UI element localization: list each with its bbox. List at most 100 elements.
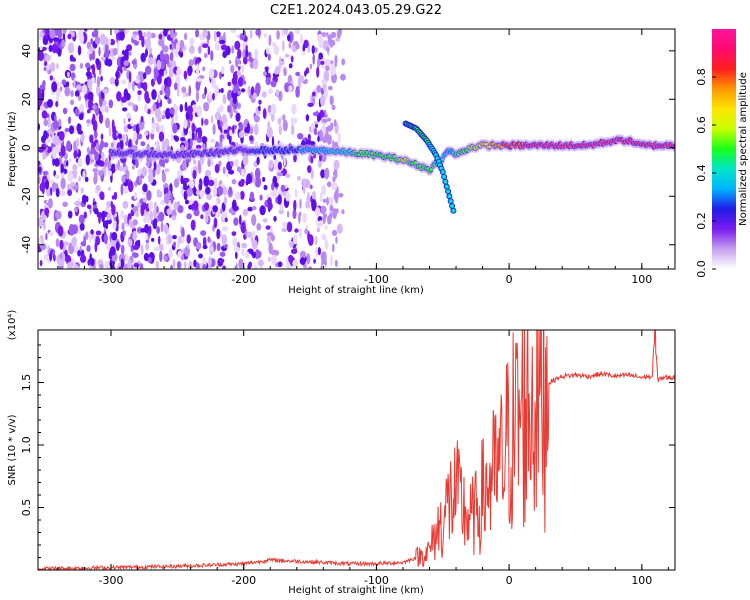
heatmap-cell	[181, 159, 187, 171]
heatmap-cell	[293, 117, 298, 124]
heatmap-cell	[188, 204, 193, 210]
heatmap-cell	[94, 170, 98, 180]
heatmap-cell	[267, 197, 272, 205]
heatmap-cell	[208, 90, 212, 100]
heatmap-cell	[52, 37, 59, 42]
heatmap-cell	[242, 154, 249, 166]
heatmap-cell	[142, 183, 148, 193]
heatmap-cell	[44, 179, 50, 190]
heatmap-cell	[104, 48, 110, 60]
heatmap-cell	[122, 133, 126, 141]
heatmap-cell	[291, 103, 297, 115]
heatmap-cell	[333, 159, 340, 170]
heatmap-cell	[80, 132, 85, 143]
heatmap-cell	[107, 165, 112, 170]
heatmap-cell	[144, 130, 149, 136]
heatmap-cell	[200, 230, 207, 237]
colorbar-tick-label: 0.4	[695, 164, 708, 182]
heatmap-cell	[42, 80, 46, 88]
heatmap-cell	[100, 195, 105, 201]
heatmap-cell	[165, 86, 171, 98]
heatmap-cell	[120, 57, 124, 68]
heatmap-cell	[123, 214, 128, 225]
heatmap-cell	[159, 60, 166, 70]
heatmap-cell	[223, 196, 228, 205]
spectrogram-ylabel: Frequency (Hz)	[7, 111, 18, 187]
heatmap-cell	[246, 122, 250, 134]
heatmap-cell	[236, 166, 241, 173]
heatmap-cell	[232, 71, 236, 83]
heatmap-cell	[209, 138, 216, 143]
heatmap-cell	[74, 200, 81, 207]
heatmap-cell	[241, 248, 245, 256]
heatmap-cell	[284, 82, 290, 93]
heatmap-cell	[128, 51, 132, 56]
heatmap-cell	[253, 115, 260, 123]
heatmap-cell	[253, 264, 258, 269]
heatmap-cell	[162, 162, 165, 168]
branch-point	[443, 179, 448, 184]
heatmap-cell	[257, 259, 264, 267]
heatmap-cell	[205, 169, 211, 178]
heatmap-cell	[127, 238, 133, 247]
heatmap-cell	[167, 234, 172, 245]
heatmap-cell	[212, 186, 217, 198]
heatmap-cell	[167, 98, 172, 105]
heatmap-cell	[208, 67, 215, 80]
heatmap-cell	[233, 246, 240, 253]
heatmap-cell	[265, 76, 271, 86]
heatmap-cell	[62, 29, 67, 34]
heatmap-cell	[267, 53, 271, 61]
heatmap-cell	[222, 265, 226, 269]
heatmap-cell	[217, 186, 224, 196]
heatmap-cell	[42, 38, 49, 46]
heatmap-cell	[261, 91, 267, 98]
heatmap-cell	[283, 68, 287, 77]
heatmap-cell	[147, 57, 154, 65]
heatmap-cell	[150, 32, 156, 39]
heatmap-cell	[78, 113, 84, 121]
heatmap-cell	[232, 94, 238, 104]
heatmap-cell	[176, 261, 181, 269]
heatmap-cell	[331, 39, 336, 47]
heatmap-cell	[231, 45, 235, 54]
heatmap-cell	[151, 237, 155, 242]
heatmap-cell	[109, 246, 116, 256]
heatmap-cell	[108, 125, 112, 137]
heatmap-cell	[213, 177, 218, 189]
heatmap-cell	[240, 221, 246, 234]
heatmap-cell	[341, 209, 345, 215]
heatmap-cell	[109, 38, 116, 46]
heatmap-cell	[150, 128, 155, 135]
heatmap-cell	[154, 57, 157, 68]
heatmap-cell	[206, 193, 213, 201]
heatmap-cell	[231, 125, 235, 134]
heatmap-cell	[206, 38, 209, 46]
heatmap-cell	[214, 41, 221, 52]
heatmap-cell	[231, 179, 237, 185]
heatmap-cell	[159, 90, 163, 95]
heatmap-cell	[185, 140, 189, 150]
heatmap-cell	[59, 239, 64, 250]
heatmap-cell	[262, 218, 268, 223]
heatmap-cell	[181, 227, 185, 239]
heatmap-cell	[219, 104, 224, 113]
heatmap-cell	[41, 46, 47, 51]
heatmap-cell	[241, 168, 245, 178]
heatmap-cell	[60, 164, 64, 174]
heatmap-cell	[203, 101, 210, 112]
heatmap-cell	[163, 224, 169, 234]
heatmap-cell	[153, 69, 158, 81]
heatmap-cell	[118, 31, 125, 41]
colorbar-label: Normalized spectral amplitude	[738, 72, 749, 226]
heatmap-cell	[71, 237, 74, 247]
heatmap-cell	[95, 184, 101, 191]
heatmap-cell	[311, 45, 315, 55]
heatmap-cell	[242, 80, 247, 85]
heatmap-cell	[230, 29, 237, 34]
heatmap-cell	[292, 234, 298, 245]
heatmap-cell	[201, 117, 204, 127]
heatmap-cell	[84, 176, 89, 182]
heatmap-cell	[96, 76, 101, 88]
snr-xlabel: Height of straight line (km)	[288, 585, 424, 596]
